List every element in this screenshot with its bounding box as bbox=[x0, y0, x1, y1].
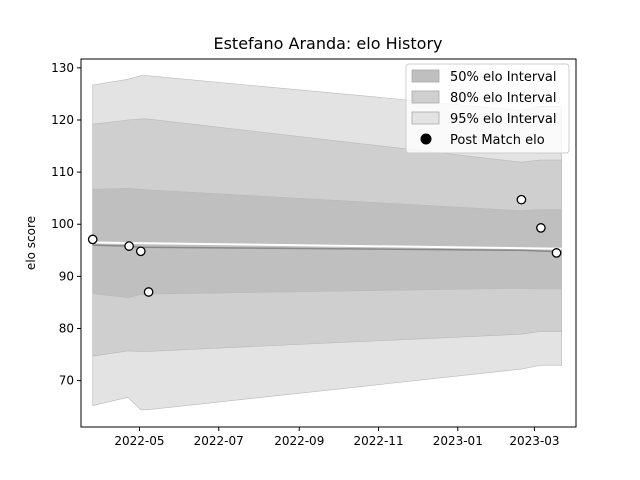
post-match-point bbox=[87, 234, 98, 245]
interval-band-3 bbox=[92, 187, 563, 299]
legend-swatch bbox=[411, 69, 440, 83]
y-tick-label: 90 bbox=[59, 269, 74, 283]
legend-label: 50% elo Interval bbox=[450, 70, 557, 85]
y-tick-label: 110 bbox=[51, 165, 74, 179]
legend-label: 80% elo Interval bbox=[450, 91, 557, 106]
post-match-point bbox=[124, 241, 134, 251]
legend: 50% elo Interval 80% elo Interval 95% elo … bbox=[405, 63, 570, 154]
y-tick-label: 70 bbox=[59, 374, 74, 388]
chart-title: Estefano Aranda: elo History bbox=[213, 34, 442, 53]
y-tick-label: 120 bbox=[51, 113, 74, 127]
legend-swatch bbox=[411, 111, 440, 125]
legend-swatch bbox=[411, 90, 440, 104]
legend-frame bbox=[405, 63, 570, 154]
y-axis-label: elo score bbox=[24, 216, 38, 270]
x-tick-label: 2022-09 bbox=[274, 434, 324, 448]
y-tick-label: 100 bbox=[51, 217, 74, 231]
post-match-point bbox=[516, 194, 527, 205]
plot-area: 2022-05 2022-07 2022-09 2022-11 2023-01 2023-… bbox=[51, 58, 577, 448]
x-tick-label: 2023-03 bbox=[509, 434, 559, 448]
post-match-point bbox=[135, 246, 146, 257]
post-match-point bbox=[551, 248, 562, 258]
y-tick-label: 130 bbox=[51, 61, 74, 75]
x-tick-label: 2023-01 bbox=[433, 434, 483, 448]
legend-label: Post Match elo bbox=[450, 133, 545, 148]
axes-frame bbox=[80, 58, 577, 428]
legend-point-marker bbox=[420, 133, 432, 145]
x-tick-label: 2022-07 bbox=[194, 434, 244, 448]
x-tick-label: 2022-11 bbox=[353, 434, 403, 448]
post-match-point bbox=[536, 223, 546, 233]
series-line-2 bbox=[92, 241, 562, 250]
legend-label: 95% elo Interval bbox=[450, 112, 557, 127]
post-match-point bbox=[143, 287, 154, 297]
x-tick-label: 2022-05 bbox=[114, 434, 164, 448]
y-tick-label: 80 bbox=[59, 321, 74, 335]
